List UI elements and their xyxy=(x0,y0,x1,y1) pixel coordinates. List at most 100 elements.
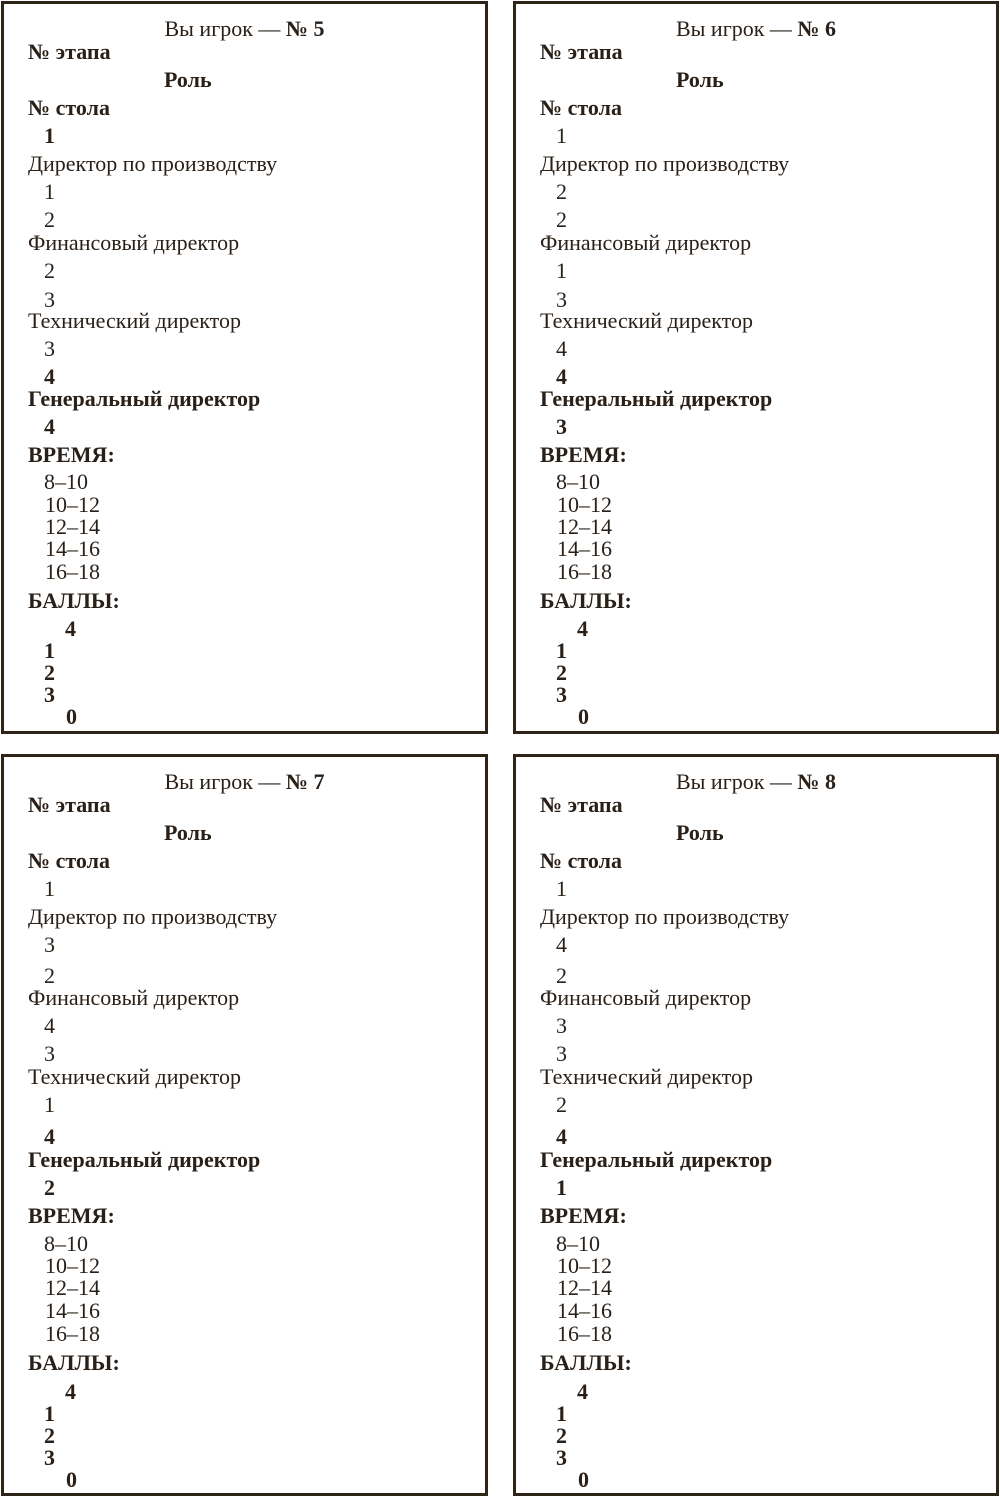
role-production: Директор по производству xyxy=(540,151,790,176)
role-production: Директор по производству xyxy=(540,904,790,929)
role-general: Генеральный директор xyxy=(28,1147,261,1172)
table-label: № стола xyxy=(540,95,622,120)
technical-table: 4 xyxy=(44,1124,55,1149)
time-slot: 10–12 xyxy=(45,1253,100,1278)
time-slot: 8–10 xyxy=(44,1231,88,1256)
role-general: Генеральный директор xyxy=(28,386,261,411)
time-slot: 16–18 xyxy=(557,559,612,584)
finance-value: 3 xyxy=(556,1013,567,1038)
technical-table: 4 xyxy=(556,364,567,389)
time-slot: 8–10 xyxy=(556,1231,600,1256)
points-value: 3 xyxy=(44,1445,55,1470)
points-value: 0 xyxy=(578,704,589,729)
production-value: 1 xyxy=(44,179,55,204)
points-value: 4 xyxy=(577,1379,588,1404)
production-table: 2 xyxy=(44,207,55,232)
points-value: 0 xyxy=(66,704,77,729)
time-label: ВРЕМЯ: xyxy=(28,1203,115,1228)
time-slot: 12–14 xyxy=(45,1275,100,1300)
time-slot: 10–12 xyxy=(45,492,100,517)
card-title: Вы игрок — № 8 xyxy=(516,770,996,794)
points-value: 4 xyxy=(577,616,588,641)
time-slot: 10–12 xyxy=(557,1253,612,1278)
points-label: БАЛЛЫ: xyxy=(28,1350,120,1375)
stage-number: 1 xyxy=(44,876,55,901)
role-general: Генеральный директор xyxy=(540,1147,773,1172)
time-slot: 8–10 xyxy=(44,469,88,494)
player-card: Вы игрок — № 6 № этапа Роль № стола 1 Директо… xyxy=(513,1,999,734)
player-number: № 7 xyxy=(285,769,325,794)
finance-value: 2 xyxy=(44,258,55,283)
player-card: Вы игрок — № 5 № этапа Роль № стола 1 Директо… xyxy=(1,1,488,734)
production-value: 4 xyxy=(556,932,567,957)
time-slot: 16–18 xyxy=(45,559,100,584)
role-finance: Финансовый директор xyxy=(28,230,240,255)
technical-table: 4 xyxy=(44,364,55,389)
role-finance: Финансовый директор xyxy=(540,985,752,1010)
technical-table: 4 xyxy=(556,1124,567,1149)
finance-table: 3 xyxy=(44,287,55,312)
player-number: № 6 xyxy=(797,16,837,41)
general-value: 1 xyxy=(556,1175,567,1200)
time-label: ВРЕМЯ: xyxy=(28,442,115,467)
points-value: 1 xyxy=(556,1401,567,1426)
role-label: Роль xyxy=(164,820,212,845)
points-value: 3 xyxy=(556,682,567,707)
points-value: 3 xyxy=(44,682,55,707)
role-technical: Технический директор xyxy=(28,308,241,333)
table-label: № стола xyxy=(540,848,622,873)
points-value: 1 xyxy=(44,638,55,663)
time-slot: 14–16 xyxy=(557,536,612,561)
points-value: 4 xyxy=(65,1379,76,1404)
time-slot: 12–14 xyxy=(557,1275,612,1300)
points-value: 3 xyxy=(556,1445,567,1470)
stage-number: 1 xyxy=(44,123,55,148)
time-label: ВРЕМЯ: xyxy=(540,442,627,467)
role-technical: Технический директор xyxy=(28,1064,241,1089)
finance-value: 1 xyxy=(556,258,567,283)
production-value: 2 xyxy=(556,179,567,204)
general-value: 3 xyxy=(556,414,567,439)
points-value: 2 xyxy=(556,1423,567,1448)
time-slot: 14–16 xyxy=(45,1298,100,1323)
role-finance: Финансовый директор xyxy=(28,985,240,1010)
time-slot: 10–12 xyxy=(557,492,612,517)
general-value: 2 xyxy=(44,1175,55,1200)
time-slot: 8–10 xyxy=(556,469,600,494)
stage-label: № этапа xyxy=(28,792,111,817)
time-slot: 12–14 xyxy=(557,514,612,539)
role-label: Роль xyxy=(676,820,724,845)
title-prefix: Вы игрок — xyxy=(675,16,798,41)
stage-number: 1 xyxy=(556,123,567,148)
stage-label: № этапа xyxy=(540,792,623,817)
role-production: Директор по производству xyxy=(28,904,278,929)
time-slot: 12–14 xyxy=(45,514,100,539)
production-table: 2 xyxy=(556,963,567,988)
role-production: Директор по производству xyxy=(28,151,278,176)
stage-label: № этапа xyxy=(28,39,111,64)
finance-table: 3 xyxy=(556,287,567,312)
production-table: 2 xyxy=(556,207,567,232)
points-value: 1 xyxy=(556,638,567,663)
time-slot: 16–18 xyxy=(45,1321,100,1346)
role-technical: Технический директор xyxy=(540,308,753,333)
points-value: 2 xyxy=(44,1423,55,1448)
player-number: № 5 xyxy=(285,16,325,41)
points-value: 1 xyxy=(44,1401,55,1426)
technical-value: 3 xyxy=(44,336,55,361)
role-finance: Финансовый директор xyxy=(540,230,752,255)
general-value: 4 xyxy=(44,414,55,439)
points-value: 0 xyxy=(66,1467,77,1492)
points-label: БАЛЛЫ: xyxy=(540,588,632,613)
finance-value: 4 xyxy=(44,1013,55,1038)
stage-label: № этапа xyxy=(540,39,623,64)
role-general: Генеральный директор xyxy=(540,386,773,411)
role-technical: Технический директор xyxy=(540,1064,753,1089)
points-label: БАЛЛЫ: xyxy=(28,588,120,613)
technical-value: 4 xyxy=(556,336,567,361)
finance-table: 3 xyxy=(556,1041,567,1066)
card-title: Вы игрок — № 7 xyxy=(4,770,485,794)
card-title: Вы игрок — № 5 xyxy=(4,17,485,41)
title-prefix: Вы игрок — xyxy=(164,769,286,794)
points-value: 2 xyxy=(44,660,55,685)
